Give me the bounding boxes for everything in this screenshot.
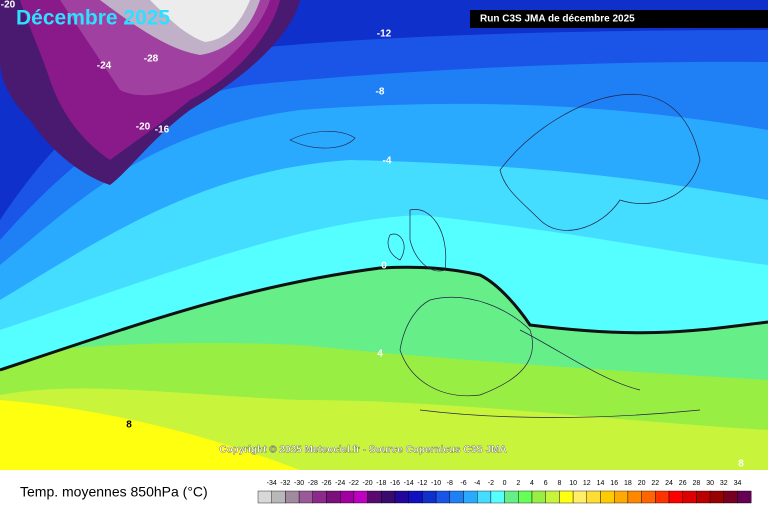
scale-swatch (682, 490, 697, 504)
band (0, 400, 300, 470)
scale-label: -6 (460, 480, 466, 487)
contour-label: -28 (144, 54, 159, 65)
contour-label: 8 (126, 420, 132, 431)
scale-label: -4 (474, 480, 480, 487)
scale-label: 10 (569, 480, 577, 487)
scale-swatch (641, 490, 656, 504)
scale-swatch (463, 490, 478, 504)
scale-label: -8 (447, 480, 453, 487)
scale-swatch (614, 490, 629, 504)
scale-label: 16 (610, 480, 618, 487)
scale-swatch (435, 490, 451, 504)
scale-swatch (572, 490, 587, 504)
contour-label: -8 (376, 87, 385, 98)
scale-swatch (504, 490, 519, 504)
scale-swatch (518, 490, 533, 504)
scale-swatch (709, 490, 724, 504)
title: Décembre 2025 (16, 7, 170, 30)
scale-swatch (449, 490, 464, 504)
scale-label: 32 (720, 480, 728, 487)
scale-label: 26 (679, 480, 687, 487)
zero-isotherm (0, 265, 768, 372)
scale-label: -28 (308, 480, 318, 487)
scale-swatch (723, 490, 738, 504)
contour-label: -20 (1, 0, 16, 11)
scale-label: -26 (321, 480, 331, 487)
scale-label: -14 (404, 480, 414, 487)
scale-label: -18 (376, 480, 386, 487)
contour-label: 0 (381, 261, 387, 272)
iceland (289, 131, 356, 149)
scale-swatch (312, 490, 327, 504)
scale-swatch (285, 490, 300, 504)
scale-swatch (353, 490, 368, 504)
scale-swatch (655, 490, 670, 504)
scale-label: 24 (665, 480, 673, 487)
scale-swatch (271, 490, 286, 504)
coastline (499, 93, 701, 231)
scale-label: -32 (280, 480, 290, 487)
scale-label: -16 (390, 480, 400, 487)
scale-swatch (408, 490, 423, 504)
scale-swatch (326, 490, 341, 504)
scale-swatch (586, 490, 601, 504)
scale-label: 0 (503, 480, 507, 487)
map: Décembre 2025 Run C3S JMA de décembre 20… (0, 0, 768, 470)
scale-swatch (600, 490, 615, 504)
scale-swatch (490, 490, 505, 504)
scale-swatch (257, 490, 272, 504)
scale-swatch (367, 490, 382, 504)
scale-swatch (298, 490, 314, 504)
copyright: Copyright © 2025 Meteociel.fr - Source C… (219, 445, 506, 456)
scale-label: -20 (363, 480, 373, 487)
scale-label: 2 (516, 480, 520, 487)
scale-swatch (422, 490, 437, 504)
run-box (470, 10, 768, 28)
contour-label: -24 (97, 61, 112, 72)
scale-label: 30 (706, 480, 714, 487)
scale-swatch (340, 490, 355, 504)
scale-label: 12 (583, 480, 591, 487)
contour-label: 4 (377, 349, 383, 360)
scale-label: 20 (638, 480, 646, 487)
scale-swatch (381, 490, 396, 504)
contour-label: 8 (738, 459, 744, 470)
scale-swatch (668, 490, 683, 504)
scale-label: 34 (734, 480, 742, 487)
scale-swatch (394, 490, 409, 504)
scale-swatch (559, 490, 574, 504)
scale-label: -30 (294, 480, 304, 487)
contour-labels: -20 -24 -28 -20 -16 -12 -8 -4 0 4 8 8 (1, 0, 744, 470)
scale-label: 6 (544, 480, 548, 487)
scale-label: 14 (597, 480, 605, 487)
scale-label: -10 (431, 480, 441, 487)
scale-label: -22 (349, 480, 359, 487)
greenland (150, 0, 250, 42)
contour-label: -20 (136, 122, 151, 133)
legend-title: Temp. moyennes 850hPa (°C) (20, 484, 208, 500)
scale-swatch (531, 490, 546, 504)
scale-swatch (477, 490, 492, 504)
scale-label: 4 (530, 480, 534, 487)
scale-label: 28 (693, 480, 701, 487)
coastline (387, 209, 447, 272)
contour-label: -12 (377, 29, 392, 40)
scale-label: -34 (267, 480, 277, 487)
scale-label: -12 (417, 480, 427, 487)
scale-label: 22 (651, 480, 659, 487)
scale-swatch (696, 490, 711, 504)
scale-swatch (545, 490, 560, 504)
contour-label: -4 (383, 156, 392, 167)
contour-label: -16 (155, 125, 170, 136)
color-scale: -34 -32 -30 -28 -26 -24 -22 -20 -18 -16 -14 -12 -10-… (257, 480, 752, 504)
scale-label: -24 (335, 480, 345, 487)
scale-label: 8 (557, 480, 561, 487)
run-label: Run C3S JMA de décembre 2025 (480, 14, 635, 25)
scale-swatch (737, 490, 752, 504)
coastline (399, 296, 701, 418)
scale-swatch (627, 490, 642, 504)
scale-label: -2 (488, 480, 494, 487)
scale-label: 18 (624, 480, 632, 487)
